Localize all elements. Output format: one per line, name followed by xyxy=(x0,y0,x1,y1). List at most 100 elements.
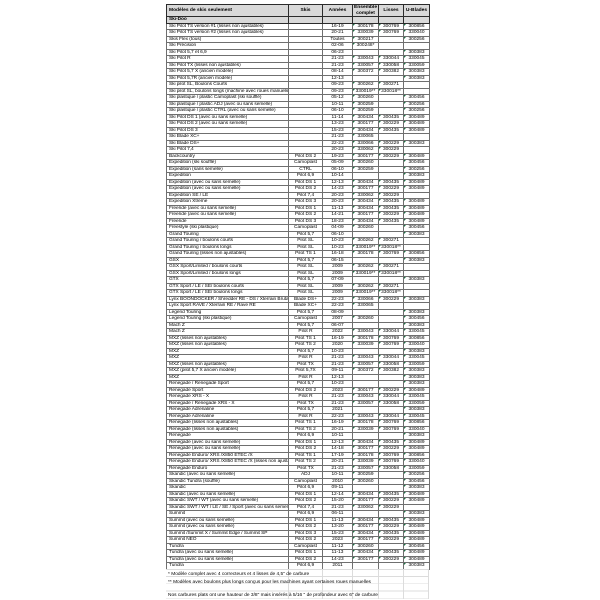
error-indicator-icon xyxy=(353,153,355,156)
error-indicator-icon xyxy=(353,517,355,520)
error-indicator-icon xyxy=(404,62,406,65)
cell-u-blades[interactable]: 300489 xyxy=(403,113,430,121)
error-indicator-icon xyxy=(379,264,381,266)
column-header-u-blades[interactable]: U-Blades xyxy=(403,4,430,17)
cell-u-blades[interactable]: 300383 xyxy=(403,68,430,76)
error-indicator-icon xyxy=(353,140,355,143)
error-indicator-icon xyxy=(404,75,406,78)
error-indicator-icon xyxy=(404,524,406,526)
error-indicator-icon xyxy=(353,420,355,422)
error-indicator-icon xyxy=(404,199,406,201)
error-indicator-icon xyxy=(379,147,381,149)
error-indicator-icon xyxy=(353,69,355,71)
error-indicator-icon xyxy=(379,30,381,32)
error-indicator-icon xyxy=(379,114,381,117)
error-indicator-icon xyxy=(404,225,406,227)
cell-u-blades[interactable]: 300456 xyxy=(403,542,430,550)
gridline-vertical xyxy=(403,569,404,599)
table-row: Renegade XRS - X Pilot R 21-23 330043 330044… xyxy=(166,393,430,401)
error-indicator-icon xyxy=(353,101,355,104)
error-indicator-icon xyxy=(353,472,355,474)
error-indicator-icon xyxy=(353,36,355,39)
error-indicator-icon xyxy=(404,49,406,52)
table-row: Tundra Camoplast 11-12 300260 300456 xyxy=(166,542,430,550)
table-row: MXZ Pilot R 21-23 330043 330044 330045 xyxy=(166,354,430,362)
error-indicator-icon xyxy=(379,459,381,461)
cell-u-blades[interactable]: 300383 xyxy=(403,562,430,570)
column-header-skis[interactable]: Skis xyxy=(288,4,323,17)
cell-u-blades[interactable]: 300383 xyxy=(403,510,430,518)
cell-u-blades[interactable]: 300489 xyxy=(403,120,430,128)
header-row: Modèles de skis seulement Skis Années En… xyxy=(166,4,430,17)
table-row: Renegade (lisses non ajustables) Pilot TS… xyxy=(166,425,430,433)
column-header-modeles[interactable]: Modèles de skis seulement xyxy=(166,4,289,17)
error-indicator-icon xyxy=(353,504,355,507)
cell-u-blades[interactable]: 330059 xyxy=(403,61,430,69)
cell-u-blades[interactable]: 300489 xyxy=(403,516,430,524)
error-indicator-icon xyxy=(404,465,406,468)
cell-u-blades[interactable]: 300256 xyxy=(403,107,430,115)
cell-u-blades[interactable]: 300489 xyxy=(403,523,430,531)
error-indicator-icon xyxy=(379,387,381,390)
error-indicator-icon xyxy=(379,88,381,91)
error-indicator-icon xyxy=(353,439,355,442)
cell-u-blades[interactable]: 300383 xyxy=(403,74,430,82)
error-indicator-icon xyxy=(353,134,355,136)
cell-u-blades[interactable] xyxy=(403,87,430,95)
error-indicator-icon xyxy=(353,244,355,247)
error-indicator-icon xyxy=(379,82,381,84)
error-indicator-icon xyxy=(379,199,381,201)
error-indicator-icon xyxy=(353,62,355,65)
error-indicator-icon xyxy=(404,511,406,513)
error-indicator-icon xyxy=(353,335,355,338)
error-indicator-icon xyxy=(404,257,406,260)
table-row: Skis Flex (tous) Toutes 300217 300256 xyxy=(166,35,430,43)
cell-u-blades[interactable]: 300489 xyxy=(403,536,430,544)
cell-u-blades[interactable] xyxy=(403,81,430,89)
error-indicator-icon xyxy=(404,491,406,494)
error-indicator-icon xyxy=(404,309,406,312)
error-indicator-icon xyxy=(404,374,406,377)
error-indicator-icon xyxy=(404,251,406,253)
column-header-annees[interactable]: Années xyxy=(322,4,353,17)
error-indicator-icon xyxy=(379,62,381,65)
error-indicator-icon xyxy=(353,452,355,455)
error-indicator-icon xyxy=(353,329,355,331)
error-indicator-icon xyxy=(404,556,406,559)
error-indicator-icon xyxy=(353,160,355,162)
error-indicator-icon xyxy=(404,121,406,123)
section-row-ski-doo: Ski-Doo xyxy=(166,16,430,24)
table-row: Ski pilot SL, Boulons Courts 09-23 300262 3… xyxy=(166,81,430,89)
error-indicator-icon xyxy=(404,517,406,520)
table-row: Summit Pilot 6,9 06-11 300383 xyxy=(166,510,430,518)
error-indicator-icon xyxy=(404,381,406,383)
error-indicator-icon xyxy=(379,127,381,130)
error-indicator-icon xyxy=(353,303,355,305)
cell-u-blades[interactable]: 300489 xyxy=(403,555,430,563)
cell-u-blades[interactable]: 300256 xyxy=(403,100,430,108)
error-indicator-icon xyxy=(404,361,406,364)
cell-u-blades[interactable]: 300489 xyxy=(403,529,430,537)
table-row: Renegade (avec ou sans semelle) Pilot DS … xyxy=(166,445,430,453)
cell-u-blades[interactable]: 300456 xyxy=(403,94,430,102)
table-row: Ski pilot SL, boulons longs (machine ave… xyxy=(166,87,430,95)
error-indicator-icon xyxy=(353,368,355,370)
error-indicator-icon xyxy=(353,179,355,182)
column-header-lisses[interactable]: Lisses xyxy=(378,4,404,17)
table-row: Ski Pilot 5,7 X (ancien modèle) 08-14 3003… xyxy=(166,68,430,76)
table-row: Lynx Sport RAVE / Xterrain RE / Rave RE B… xyxy=(166,302,430,310)
error-indicator-icon xyxy=(404,459,406,461)
error-indicator-icon xyxy=(353,186,355,188)
error-indicator-icon xyxy=(379,426,381,429)
error-indicator-icon xyxy=(353,290,355,292)
error-indicator-icon xyxy=(404,186,406,188)
cell-u-blades[interactable]: 300489 xyxy=(403,549,430,557)
error-indicator-icon xyxy=(379,205,381,208)
error-indicator-icon xyxy=(353,400,355,403)
column-header-ensemble-complet[interactable]: Ensemble complet xyxy=(352,4,379,17)
table-row: Tundra Pilot 6,9 2011 300383 xyxy=(166,562,430,570)
error-indicator-icon xyxy=(379,491,381,494)
error-indicator-icon xyxy=(404,439,406,442)
